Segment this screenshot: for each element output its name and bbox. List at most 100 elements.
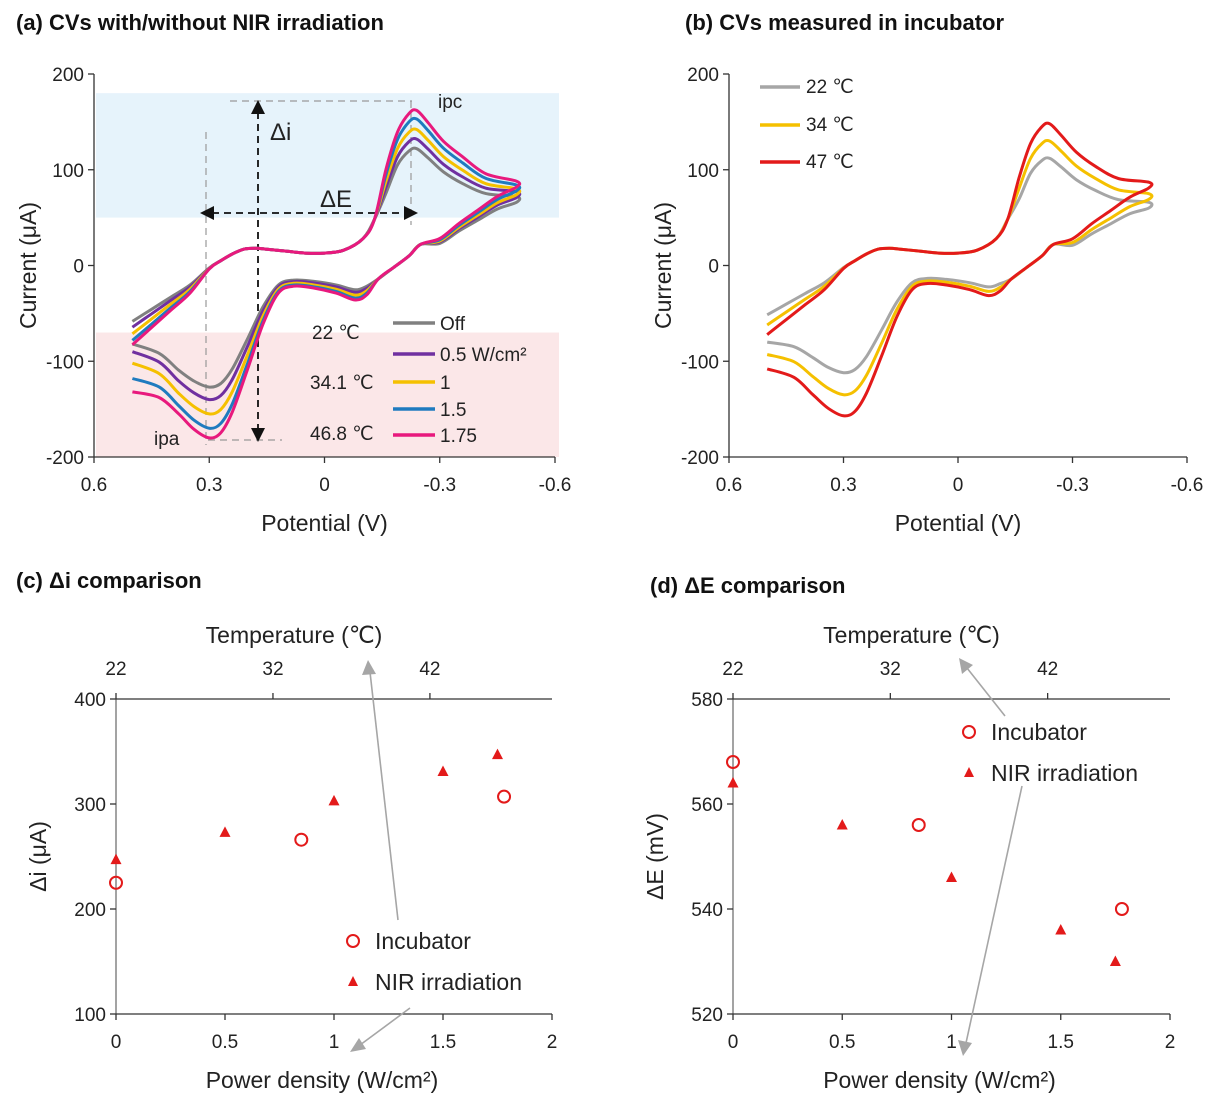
y-tick-label: 560 (691, 795, 723, 816)
panel-d-arrow-to-power (965, 785, 1023, 1044)
x-tick-label: 0 (111, 1032, 122, 1053)
x2-tick-label: 32 (262, 659, 283, 680)
point-incubator (911, 818, 926, 832)
panel-d-arrowhead-bottom (958, 1040, 972, 1056)
cv-curve-34 (766, 138, 1154, 397)
legend-label: 47 ℃ (806, 152, 854, 173)
legend-label: Incubator (375, 928, 471, 954)
x-axis-label: Potential (V) (895, 510, 1022, 536)
shaded-band-anodic (96, 332, 559, 457)
y-axis-label: ΔE (mV) (642, 813, 668, 900)
point-nir (1109, 955, 1121, 966)
legend-label: 1 (440, 373, 451, 394)
panel-a: (a) CVs with/without NIR irradiation 200… (15, 10, 571, 536)
legend-label: NIR irradiation (375, 969, 522, 995)
x-tick-label: -0.6 (1171, 475, 1204, 496)
legend-temp-47: 46.8 ℃ (310, 424, 374, 445)
legend-marker-incubator (962, 725, 976, 739)
panel-c-arrowhead-bottom (350, 1038, 366, 1052)
x-tick-label: 1.5 (1048, 1032, 1074, 1053)
x-tick-label: 0.3 (830, 475, 856, 496)
y-tick-label: 200 (52, 65, 84, 86)
point-nir (328, 794, 340, 806)
y-axis-label: Current (μA) (15, 202, 41, 329)
point-incubator (1114, 902, 1129, 916)
panel-c-annotations (350, 660, 411, 1052)
x2-tick-label: 32 (880, 659, 901, 680)
x-tick-label: 0.5 (212, 1032, 238, 1053)
point-nir (946, 871, 957, 882)
panel-c-arrowhead-top (362, 660, 376, 675)
y-tick-label: 0 (73, 257, 84, 278)
y-tick-label: 200 (687, 65, 719, 86)
x-tick-label: -0.3 (1056, 475, 1089, 496)
point-incubator (294, 832, 309, 847)
x-tick-label: 0 (319, 475, 330, 496)
x-tick-label: 2 (547, 1032, 558, 1053)
y-tick-label: 100 (52, 161, 84, 182)
legend-label: 1.75 (440, 426, 477, 447)
point-incubator (726, 755, 740, 769)
delta-i-label: Δi (270, 119, 291, 146)
x-tick-label: -0.3 (423, 475, 456, 496)
legend-label: Off (440, 314, 466, 335)
ipc-label: ipc (438, 92, 462, 113)
ipa-label: ipa (154, 429, 180, 450)
point-incubator (109, 875, 123, 890)
y-tick-label: 540 (691, 900, 723, 921)
panel-d-annotations (958, 658, 1023, 1056)
legend-label: 34 ℃ (806, 115, 854, 136)
panel-d-arrowhead-top (959, 658, 973, 674)
cv-curve-22 (766, 156, 1154, 375)
x-tick-label: 0 (953, 475, 964, 496)
delta-e-arrowhead-right (404, 206, 418, 220)
legend-marker-incubator (346, 934, 360, 948)
point-nir (437, 765, 449, 776)
x2-tick-label: 42 (1037, 659, 1058, 680)
panel-b-curves (766, 121, 1154, 418)
cv-curve-175 (131, 108, 522, 440)
y-axis-label: Current (μA) (650, 202, 676, 329)
delta-i-arrowhead-up (251, 100, 265, 114)
y-tick-label: 100 (74, 1005, 106, 1026)
x2-tick-label: 22 (105, 659, 126, 680)
x-axis-label: Power density (W/cm²) (206, 1067, 439, 1093)
legend-label: NIR irradiation (991, 760, 1138, 786)
panel-c-legend: Incubator NIR irradiation (346, 928, 522, 995)
legend-label: 22 ℃ (806, 77, 854, 98)
panel-a-title: (a) CVs with/without NIR irradiation (16, 10, 384, 35)
x-axis-label: Power density (W/cm²) (823, 1067, 1056, 1093)
x-tick-label: 1 (946, 1032, 957, 1053)
y-tick-label: 200 (74, 900, 106, 921)
shaded-band-cathodic (96, 93, 559, 218)
cv-curve-47 (766, 121, 1154, 418)
point-nir (219, 826, 231, 837)
legend-marker-nir (964, 767, 974, 777)
panel-b-title: (b) CVs measured in incubator (685, 10, 1004, 35)
legend-marker-nir (348, 976, 358, 986)
legend-temp-34: 34.1 ℃ (310, 373, 374, 394)
x2-axis-label: Temperature (℃) (823, 622, 1000, 648)
y-tick-label: 520 (691, 1005, 723, 1026)
panel-a-curves (131, 108, 522, 440)
panel-b-axes: 200 100 0 -100 -200 0.6 0.3 0 -0.3 -0.6 Potential … (650, 65, 1203, 536)
panel-c-title: (c) Δi comparison (16, 568, 202, 593)
panel-d-arrow-to-temperature (966, 667, 1006, 717)
x2-tick-label: 42 (419, 659, 440, 680)
delta-e-label: ΔE (320, 186, 352, 213)
panel-d-title: (d) ΔE comparison (650, 573, 846, 598)
panel-c-arrow-to-power (359, 1007, 411, 1046)
x-tick-label: 1.5 (430, 1032, 456, 1053)
x2-tick-label: 22 (722, 659, 743, 680)
x-tick-label: 0.5 (829, 1032, 855, 1053)
panel-a-legend: 22 ℃ 34.1 ℃ 46.8 ℃ Off 0.5 W/cm² 1 1.5 1.75 (310, 314, 527, 447)
x-tick-label: 1 (329, 1032, 340, 1053)
point-nir (492, 748, 503, 760)
y-axis-label: Δi (μA) (25, 821, 51, 892)
legend-label: 0.5 W/cm² (440, 345, 527, 366)
y-tick-label: 400 (74, 690, 106, 711)
x-tick-label: 0.6 (716, 475, 742, 496)
